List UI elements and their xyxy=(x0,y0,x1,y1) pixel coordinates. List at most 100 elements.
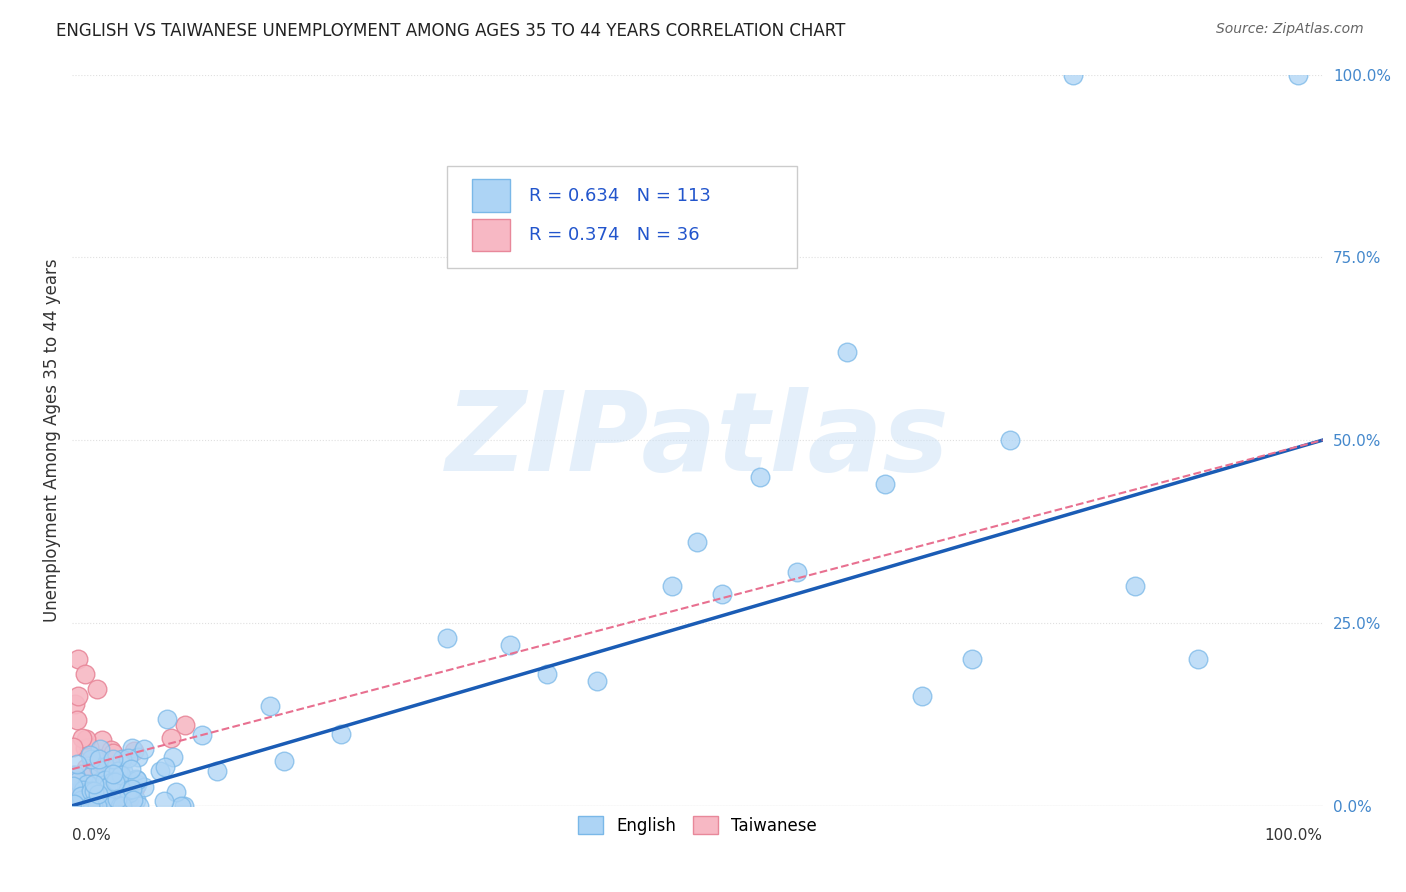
Point xyxy=(134,742,156,756)
Point xyxy=(63,778,86,792)
Point xyxy=(75,795,97,809)
Point xyxy=(65,768,87,782)
Point xyxy=(66,798,89,813)
Point xyxy=(125,772,148,787)
Point xyxy=(79,767,101,781)
Point xyxy=(70,731,93,746)
Point xyxy=(83,784,105,798)
Point xyxy=(120,762,142,776)
Point xyxy=(110,798,132,813)
Point xyxy=(124,780,146,795)
Point xyxy=(97,798,120,813)
Point xyxy=(80,784,103,798)
Point xyxy=(72,783,94,797)
Point xyxy=(76,777,98,791)
Point xyxy=(69,789,91,803)
Point xyxy=(77,740,100,755)
Point xyxy=(153,760,176,774)
Point xyxy=(711,587,734,601)
Point xyxy=(75,731,97,746)
Point xyxy=(127,750,149,764)
Point xyxy=(108,798,131,813)
Point xyxy=(108,780,131,794)
Point xyxy=(837,345,859,359)
Point xyxy=(117,750,139,764)
Point xyxy=(94,773,117,788)
Point xyxy=(998,433,1021,447)
Point xyxy=(66,714,89,728)
Point xyxy=(273,754,295,768)
Y-axis label: Unemployment Among Ages 35 to 44 years: Unemployment Among Ages 35 to 44 years xyxy=(44,259,60,622)
Text: Source: ZipAtlas.com: Source: ZipAtlas.com xyxy=(1216,22,1364,37)
Point xyxy=(83,777,105,791)
Point xyxy=(98,768,121,782)
Point xyxy=(117,783,139,797)
Point xyxy=(89,798,111,813)
Point xyxy=(63,697,86,711)
Point xyxy=(134,780,156,794)
Point xyxy=(110,777,132,791)
FancyBboxPatch shape xyxy=(472,219,510,252)
Point xyxy=(162,750,184,764)
Point xyxy=(67,782,90,797)
FancyBboxPatch shape xyxy=(472,179,510,212)
Point xyxy=(125,772,148,787)
Point xyxy=(70,798,93,813)
Point xyxy=(79,747,101,762)
Point xyxy=(90,773,112,788)
Point xyxy=(83,777,105,791)
Point xyxy=(89,798,111,813)
Point xyxy=(1123,579,1146,593)
Legend: English, Taiwanese: English, Taiwanese xyxy=(571,810,824,841)
Point xyxy=(536,667,558,681)
Point xyxy=(586,674,609,689)
Point xyxy=(125,777,148,791)
Point xyxy=(156,712,179,726)
Text: R = 0.634   N = 113: R = 0.634 N = 113 xyxy=(529,186,710,204)
Point xyxy=(63,798,86,813)
Point xyxy=(94,758,117,772)
Point xyxy=(873,477,896,491)
Point xyxy=(82,798,104,813)
Point xyxy=(149,764,172,778)
Point xyxy=(97,780,120,795)
Point xyxy=(100,753,122,767)
Text: 0.0%: 0.0% xyxy=(72,828,111,843)
Point xyxy=(191,728,214,742)
Point xyxy=(67,652,90,666)
Point xyxy=(101,752,124,766)
Point xyxy=(90,792,112,806)
Point xyxy=(75,798,97,813)
Point xyxy=(80,752,103,766)
FancyBboxPatch shape xyxy=(447,166,797,268)
Point xyxy=(75,741,97,756)
Point xyxy=(80,794,103,808)
Point xyxy=(86,798,108,813)
Point xyxy=(117,792,139,806)
Point xyxy=(70,792,93,806)
Point xyxy=(911,689,934,703)
Point xyxy=(661,579,683,593)
Point xyxy=(72,780,94,795)
Point xyxy=(89,755,111,769)
Point xyxy=(96,796,118,810)
Point xyxy=(205,764,228,778)
Point xyxy=(79,797,101,811)
Point xyxy=(107,764,129,778)
Point xyxy=(111,752,134,766)
Point xyxy=(82,782,104,797)
Point xyxy=(98,798,121,813)
Point xyxy=(436,631,458,645)
Point xyxy=(118,774,141,789)
Point xyxy=(67,689,90,703)
Point xyxy=(108,768,131,782)
Point xyxy=(624,228,647,243)
Point xyxy=(111,764,134,778)
Point xyxy=(128,798,150,813)
Text: R = 0.374   N = 36: R = 0.374 N = 36 xyxy=(529,226,699,244)
Point xyxy=(1187,652,1209,666)
Point xyxy=(75,785,97,799)
Point xyxy=(103,747,125,761)
Point xyxy=(110,768,132,782)
Point xyxy=(62,779,84,793)
